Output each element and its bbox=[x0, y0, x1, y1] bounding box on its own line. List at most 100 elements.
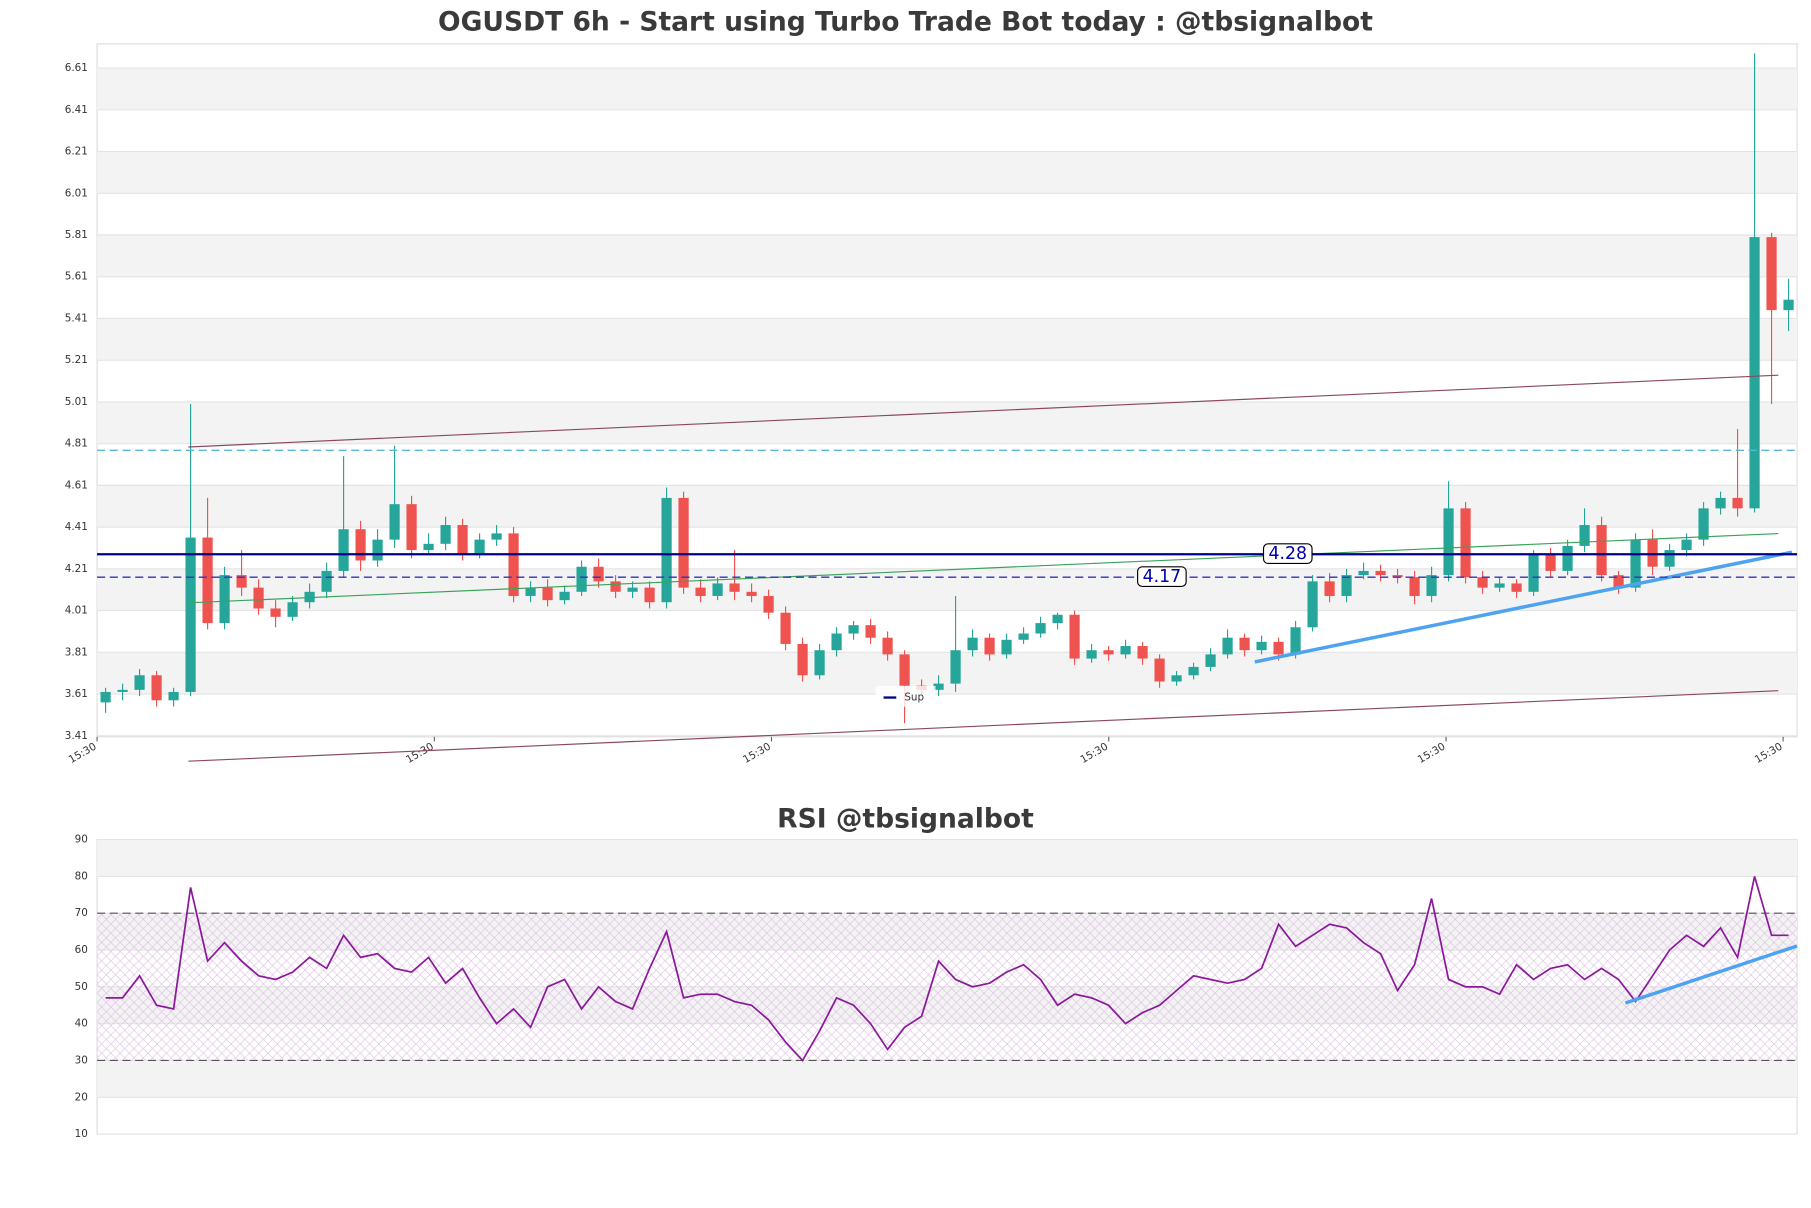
legend-box bbox=[875, 685, 936, 707]
candle-body bbox=[100, 691, 111, 703]
trend-line bbox=[1624, 944, 1798, 1005]
trend-line bbox=[1254, 550, 1793, 664]
grid-band bbox=[97, 235, 1798, 277]
grid-band bbox=[97, 652, 1798, 695]
candle-body bbox=[1562, 545, 1573, 571]
candle-body bbox=[950, 650, 961, 684]
candle-body bbox=[525, 587, 536, 596]
candle-body bbox=[355, 529, 366, 561]
candle-body bbox=[559, 591, 570, 601]
grid-band bbox=[97, 1060, 1798, 1098]
candle-body bbox=[1222, 637, 1233, 655]
level-label-box bbox=[1262, 543, 1313, 565]
candle-body bbox=[678, 497, 689, 588]
grid-band bbox=[97, 68, 1798, 110]
candle-body bbox=[270, 608, 281, 617]
grid-band bbox=[97, 318, 1798, 361]
candle-body bbox=[593, 566, 604, 582]
y-tick-label: 5.81 bbox=[65, 229, 88, 241]
y-tick-label: 3.61 bbox=[65, 688, 88, 700]
candle-body bbox=[729, 583, 740, 592]
candle-body bbox=[1732, 497, 1743, 509]
candle-body bbox=[763, 595, 774, 613]
candle-body bbox=[797, 643, 808, 676]
candle-body bbox=[1069, 614, 1080, 659]
candle-body bbox=[1239, 637, 1250, 651]
candle-body bbox=[1426, 575, 1437, 596]
candle-body bbox=[831, 633, 842, 651]
x-tick-label: 15:30 bbox=[1416, 741, 1448, 766]
candle-body bbox=[1681, 539, 1692, 551]
candle-body bbox=[185, 537, 196, 692]
candle-body bbox=[1171, 675, 1182, 682]
candle-body bbox=[1783, 299, 1794, 311]
grid-band bbox=[97, 485, 1798, 528]
y-tick-label: 5.41 bbox=[65, 312, 88, 324]
rsi-line bbox=[105, 876, 1789, 1062]
candle-body bbox=[1307, 581, 1318, 628]
candle-body bbox=[1154, 658, 1165, 682]
candle-body bbox=[134, 675, 145, 690]
candle-body bbox=[440, 525, 451, 544]
candle-body bbox=[1358, 570, 1369, 576]
y-tick-label: 5.61 bbox=[65, 271, 88, 283]
candle-body bbox=[1273, 641, 1284, 655]
candle-body bbox=[219, 575, 230, 624]
candle-body bbox=[1205, 654, 1216, 667]
rsi-title: RSI @tbsignalbot bbox=[777, 803, 1034, 834]
candle-body bbox=[780, 612, 791, 644]
y-tick-label: 80 bbox=[75, 870, 88, 882]
y-tick-label: 3.81 bbox=[65, 646, 88, 658]
candle-body bbox=[1018, 633, 1029, 640]
candle-body bbox=[253, 587, 264, 609]
y-tick-label: 5.21 bbox=[65, 354, 88, 366]
x-tick-label: 15:30 bbox=[404, 741, 436, 766]
candle-body bbox=[457, 525, 468, 555]
y-tick-label: 4.21 bbox=[65, 563, 88, 575]
candle-body bbox=[338, 529, 349, 571]
y-tick-label: 4.61 bbox=[65, 479, 88, 491]
candle-body bbox=[746, 591, 757, 596]
candle-body bbox=[151, 675, 162, 701]
trend-line bbox=[188, 690, 1779, 762]
candle-body bbox=[1460, 508, 1471, 578]
y-tick-label: 6.01 bbox=[65, 187, 88, 199]
x-tick-label: 15:30 bbox=[1753, 741, 1785, 766]
y-tick-label: 5.01 bbox=[65, 396, 88, 408]
level-label: 4.28 bbox=[1268, 544, 1307, 564]
trend-line bbox=[188, 374, 1779, 448]
level-label: 4.17 bbox=[1143, 567, 1182, 587]
grid-band bbox=[97, 839, 1798, 877]
grid-band bbox=[97, 401, 1798, 444]
candle-body bbox=[1035, 623, 1046, 634]
grid-band bbox=[97, 151, 1798, 194]
candle-body bbox=[1664, 550, 1675, 567]
candle-body bbox=[1375, 570, 1386, 576]
candle-body bbox=[321, 570, 332, 592]
candle-body bbox=[984, 637, 995, 655]
candle-body bbox=[933, 683, 944, 690]
candle-body bbox=[1103, 650, 1114, 655]
candle-body bbox=[372, 539, 383, 561]
chart-title: OGUSDT 6h - Start using Turbo Trade Bot … bbox=[438, 7, 1373, 38]
candle-body bbox=[1698, 508, 1709, 540]
candle-body bbox=[1120, 646, 1131, 655]
candle-body bbox=[865, 625, 876, 638]
rsi-zone bbox=[97, 913, 1798, 1061]
candle-body bbox=[1188, 666, 1199, 676]
candle-body bbox=[236, 575, 247, 588]
y-tick-label: 6.41 bbox=[65, 104, 88, 116]
candle-body bbox=[967, 637, 978, 651]
candle-body bbox=[1477, 577, 1488, 588]
legend-label: Sup bbox=[904, 692, 924, 704]
candle-body bbox=[1494, 583, 1505, 588]
candle-body bbox=[576, 566, 587, 592]
y-tick-label: 40 bbox=[75, 1018, 88, 1030]
candle-body bbox=[491, 533, 502, 540]
candle-body bbox=[1443, 508, 1454, 576]
y-tick-label: 90 bbox=[75, 834, 88, 846]
candle-body bbox=[1511, 583, 1522, 592]
candle-body bbox=[1749, 237, 1760, 509]
